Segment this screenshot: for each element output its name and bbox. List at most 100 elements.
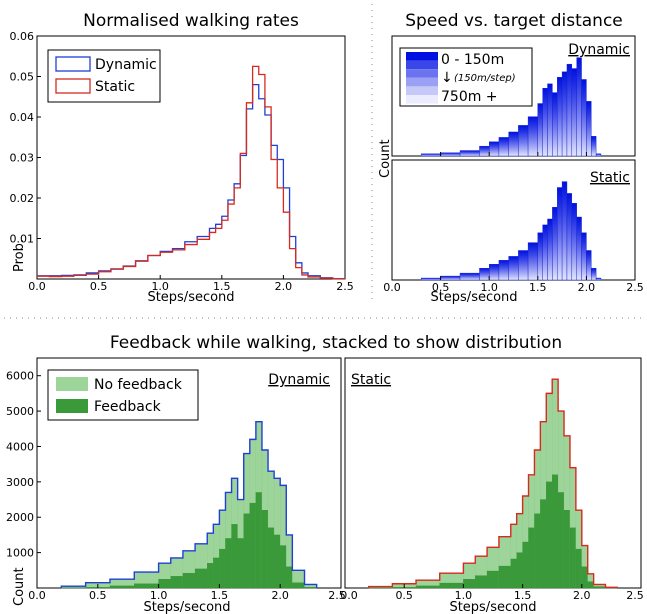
legend-static-label: Static <box>95 79 135 95</box>
legend-near-label: 0 - 150m <box>441 52 504 68</box>
feedback-legend: No feedback Feedback <box>47 369 199 421</box>
distance-bar <box>498 260 509 281</box>
x-tick-label: 1.5 <box>514 589 532 602</box>
feedback-bar <box>292 582 305 589</box>
distance-bar <box>561 181 568 281</box>
feedback-y-axis-label: Count <box>12 567 27 606</box>
distance-bar <box>420 153 441 157</box>
feedback-bar <box>286 566 293 589</box>
histogram-outline <box>60 420 318 588</box>
dynamic-series-line <box>37 83 345 280</box>
distance-bar <box>508 256 519 281</box>
feedback-chart-title: Feedback while walking, stacked to show … <box>110 333 562 353</box>
distance-bar <box>586 250 592 281</box>
walking-y-axis-label: Prob. <box>12 239 27 272</box>
feedback-bar <box>219 548 226 589</box>
x-tick-label: 2.5 <box>626 589 644 602</box>
distance-bar <box>479 145 490 157</box>
distance-bar <box>527 242 539 281</box>
feedback-bar <box>182 572 196 589</box>
x-tick-label: 2.0 <box>271 589 289 602</box>
distance-x-ticks: 0.0 0.5 1.0 1.5 2.0 2.5 <box>383 152 644 294</box>
distance-static-panel-label: Static <box>590 170 630 186</box>
distance-bar <box>479 267 490 281</box>
feedback-bar <box>522 541 529 589</box>
feedback-bar <box>415 585 440 589</box>
feedback-bar <box>304 587 317 589</box>
distance-bar <box>547 83 553 157</box>
distance-bar <box>581 232 587 281</box>
distance-bar <box>459 272 480 281</box>
distance-bar <box>591 136 597 157</box>
distance-legend: 0 - 150m ↓ (150m/step) 750m + <box>399 47 533 107</box>
distance-bar <box>440 275 461 281</box>
distance-legend-swatch <box>406 69 438 78</box>
distance-bar <box>595 277 602 281</box>
feedback-bar <box>569 527 577 589</box>
feedback-bar <box>213 557 220 589</box>
feedback-static-histogram <box>367 378 619 589</box>
distance-legend-swatch <box>406 77 438 87</box>
legend-feedback-swatch <box>56 399 88 413</box>
y-tick-label: 0.05 <box>10 71 35 84</box>
feedback-bar <box>575 548 582 589</box>
legend-no-feedback-label: No feedback <box>94 377 183 393</box>
distance-bar <box>557 77 563 157</box>
y-tick-label: 0.02 <box>10 192 35 205</box>
x-tick-label: 0.0 <box>340 589 358 602</box>
static-series-line <box>37 65 345 280</box>
feedback-y-ticks: 1000 2000 3000 4000 5000 6000 <box>6 370 41 560</box>
legend-no-feedback-swatch <box>56 377 88 391</box>
legend-feedback-label: Feedback <box>94 399 162 415</box>
y-tick-label: 1000 <box>6 547 34 560</box>
feedback-chart: Feedback while walking, stacked to show … <box>6 333 644 614</box>
x-tick-label: 1.0 <box>455 589 473 602</box>
x-tick-label: 0.0 <box>28 589 46 602</box>
feedback-bar <box>170 576 184 589</box>
x-tick-label: 0.5 <box>432 281 450 294</box>
distance-bar <box>571 68 577 157</box>
distance-dynamic-panel-label: Dynamic <box>568 42 630 58</box>
y-tick-label: 6000 <box>6 370 34 383</box>
y-tick-label: 0.06 <box>10 30 35 43</box>
legend-far-label: 750m + <box>441 89 498 105</box>
feedback-bar <box>207 563 214 589</box>
feedback-bar <box>552 474 559 589</box>
legend-step-label: (150m/step) <box>454 73 516 84</box>
feedback-bar <box>231 524 238 589</box>
feedback-bar <box>540 499 547 589</box>
distance-bar <box>498 137 509 157</box>
x-tick-label: 0.0 <box>383 281 401 294</box>
x-tick-label: 1.5 <box>213 280 231 293</box>
distance-bar <box>566 193 573 281</box>
feedback-bar <box>439 582 464 589</box>
distance-bar <box>557 187 563 281</box>
distance-dynamic-bars <box>420 57 602 157</box>
feedback-bar <box>563 510 571 589</box>
legend-static-swatch <box>55 78 91 94</box>
distance-bar <box>459 150 480 157</box>
legend-dynamic-label: Dynamic <box>95 57 157 73</box>
feedback-bar <box>134 583 159 589</box>
feedback-bar <box>557 492 565 589</box>
distance-legend-swatch <box>406 86 438 95</box>
x-tick-label: 2.5 <box>336 280 354 293</box>
walking-x-ticks: 0.0 0.5 1.0 1.5 2.0 2.5 <box>28 275 354 293</box>
feedback-bar <box>587 581 594 589</box>
y-tick-label: 2000 <box>6 511 34 524</box>
legend-dynamic-swatch <box>55 56 91 72</box>
distance-legend-swatch <box>406 95 438 104</box>
distance-bar <box>552 206 558 281</box>
x-tick-label: 1.0 <box>150 589 168 602</box>
walking-x-axis-label: Steps/second <box>147 290 234 305</box>
feedback-bar <box>194 568 208 589</box>
distance-bar <box>537 103 543 157</box>
distance-legend-swatch <box>406 52 438 61</box>
feedback-bar <box>267 527 275 589</box>
feedback-bar <box>273 534 281 589</box>
x-tick-label: 2.0 <box>275 280 293 293</box>
x-tick-label: 2.5 <box>626 281 644 294</box>
distance-bar <box>566 63 573 157</box>
feedback-bar <box>109 585 135 589</box>
distance-legend-swatches <box>399 47 533 107</box>
